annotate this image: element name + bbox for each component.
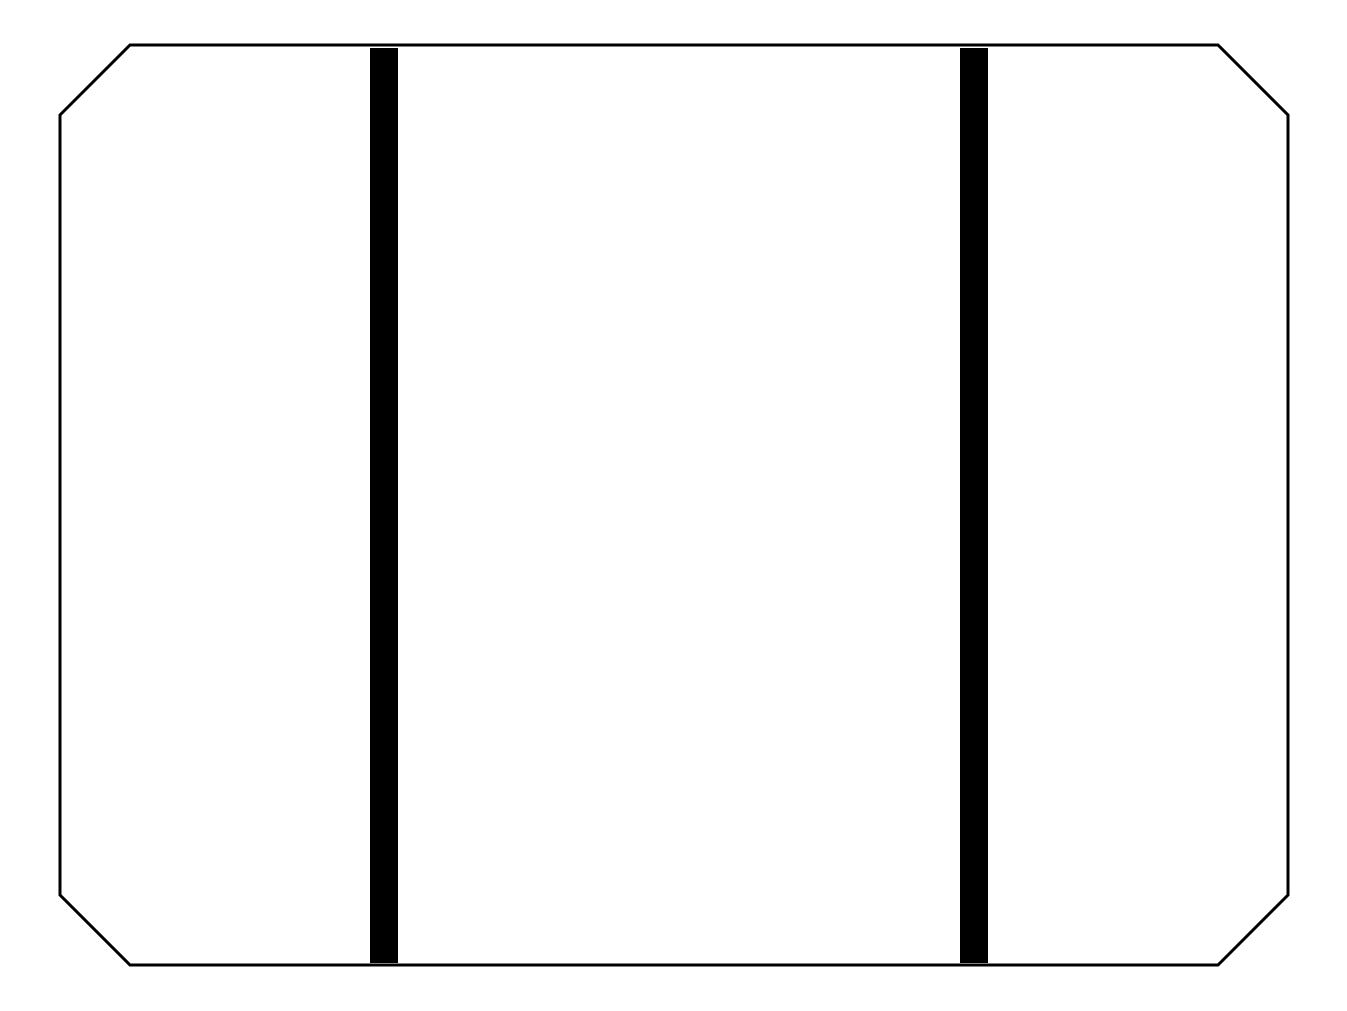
vertical-bar-right (960, 48, 988, 963)
octagon-outline (60, 45, 1288, 965)
vertical-bar-left (370, 48, 398, 963)
schematic-diagram (0, 0, 1347, 1011)
diagram-container (0, 0, 1347, 1011)
